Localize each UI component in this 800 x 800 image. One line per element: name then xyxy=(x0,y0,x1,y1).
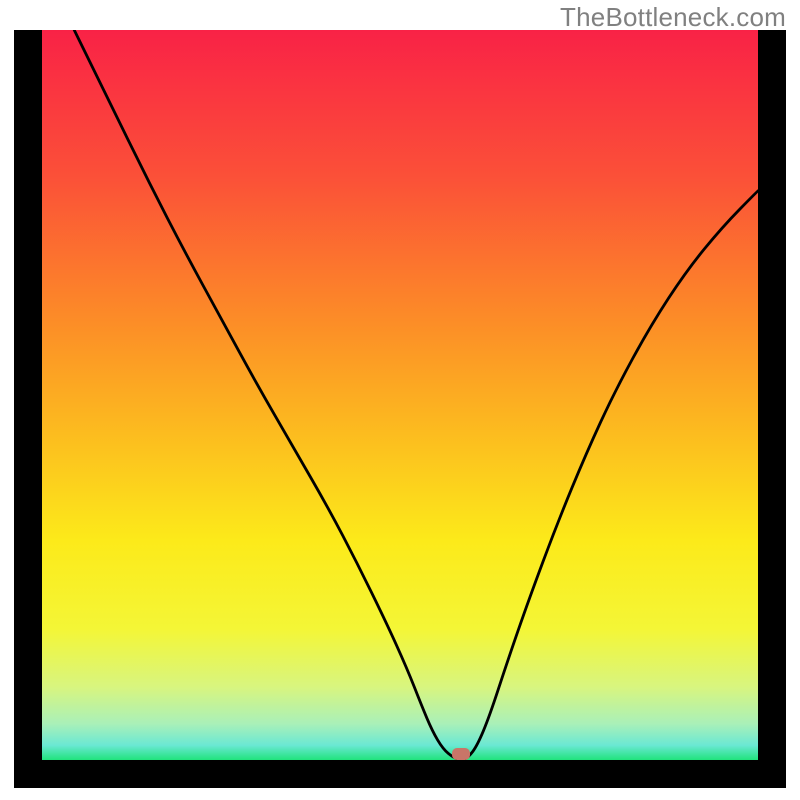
watermark-text: TheBottleneck.com xyxy=(560,2,786,33)
optimal-point-marker xyxy=(452,748,470,760)
plot-area xyxy=(42,30,758,760)
bottleneck-curve xyxy=(42,30,758,760)
chart-frame: TheBottleneck.com xyxy=(0,0,800,800)
plot-outer-border xyxy=(14,30,786,788)
